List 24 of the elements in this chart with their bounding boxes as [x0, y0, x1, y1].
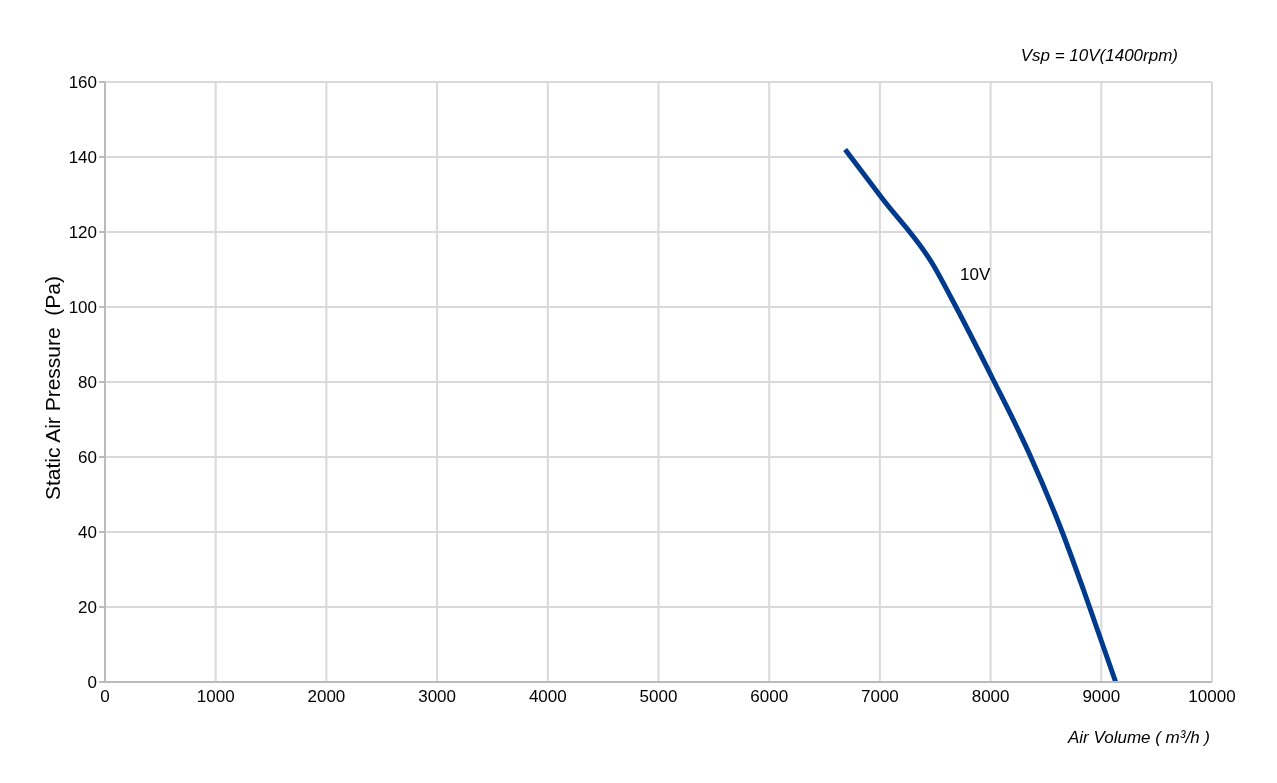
- x-tick-label: 7000: [860, 687, 899, 707]
- y-tick-label: 0: [87, 673, 97, 693]
- x-axis-title: Air Volume ( m³/h ): [1067, 728, 1210, 748]
- x-tick-label: 8000: [971, 687, 1010, 707]
- x-tick-label: 6000: [750, 687, 789, 707]
- y-tick-label: 60: [78, 448, 97, 468]
- x-tick-label: 9000: [1082, 687, 1121, 707]
- y-tick-label: 20: [78, 598, 97, 618]
- y-tick-label: 100: [68, 298, 97, 318]
- x-tick-label: 0: [100, 687, 110, 707]
- x-tick-label: 5000: [639, 687, 678, 707]
- y-tick-label: 40: [78, 523, 97, 543]
- y-tick-label: 160: [68, 73, 97, 93]
- x-tick-label: 3000: [418, 687, 457, 707]
- y-tick-label: 140: [68, 148, 97, 168]
- x-tick-label: 4000: [528, 687, 567, 707]
- y-axis-title: Static Air Pressure (Pa): [41, 275, 65, 501]
- y-tick-label: 80: [78, 373, 97, 393]
- x-tick-label: 1000: [196, 687, 235, 707]
- series-label: 10V: [960, 264, 991, 284]
- y-tick-label: 120: [68, 223, 97, 243]
- x-tick-label: 10000: [1188, 687, 1236, 707]
- x-tick-label: 2000: [307, 687, 346, 707]
- chart-title: Vsp = 10V(1400rpm): [1020, 46, 1178, 66]
